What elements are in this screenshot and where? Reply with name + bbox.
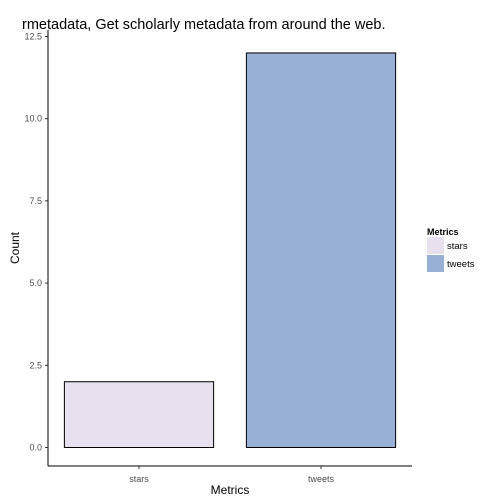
x-tick-label: tweets [308, 474, 335, 484]
y-tick-label: 0.0 [29, 443, 42, 453]
bar-tweets [245, 52, 397, 448]
bar-stars [63, 381, 215, 448]
y-tick-label: 10.0 [24, 114, 42, 124]
legend-items: stars tweets [427, 237, 475, 272]
y-tick-label: 2.5 [29, 360, 42, 370]
legend: Metrics stars tweets [427, 227, 475, 272]
y-tick-label: 12.5 [24, 32, 42, 42]
y-axis-ticks: 0.0 2.5 5.0 7.5 10.0 12.5 [24, 32, 48, 453]
chart-title: rmetadata, Get scholarly metadata from a… [22, 17, 386, 33]
x-tick-label: stars [129, 474, 149, 484]
x-axis-ticks: stars tweets [129, 466, 335, 484]
x-axis-title: Metrics [211, 483, 250, 497]
y-tick-label: 7.5 [29, 196, 42, 206]
legend-key-stars [427, 237, 444, 254]
legend-title: Metrics [427, 227, 459, 237]
y-tick-label: 5.0 [29, 278, 42, 288]
legend-label-tweets: tweets [447, 259, 475, 270]
legend-label-stars: stars [447, 241, 468, 252]
legend-key-tweets [427, 255, 444, 272]
plot-area [63, 52, 397, 448]
y-axis-title: Count [8, 231, 22, 264]
